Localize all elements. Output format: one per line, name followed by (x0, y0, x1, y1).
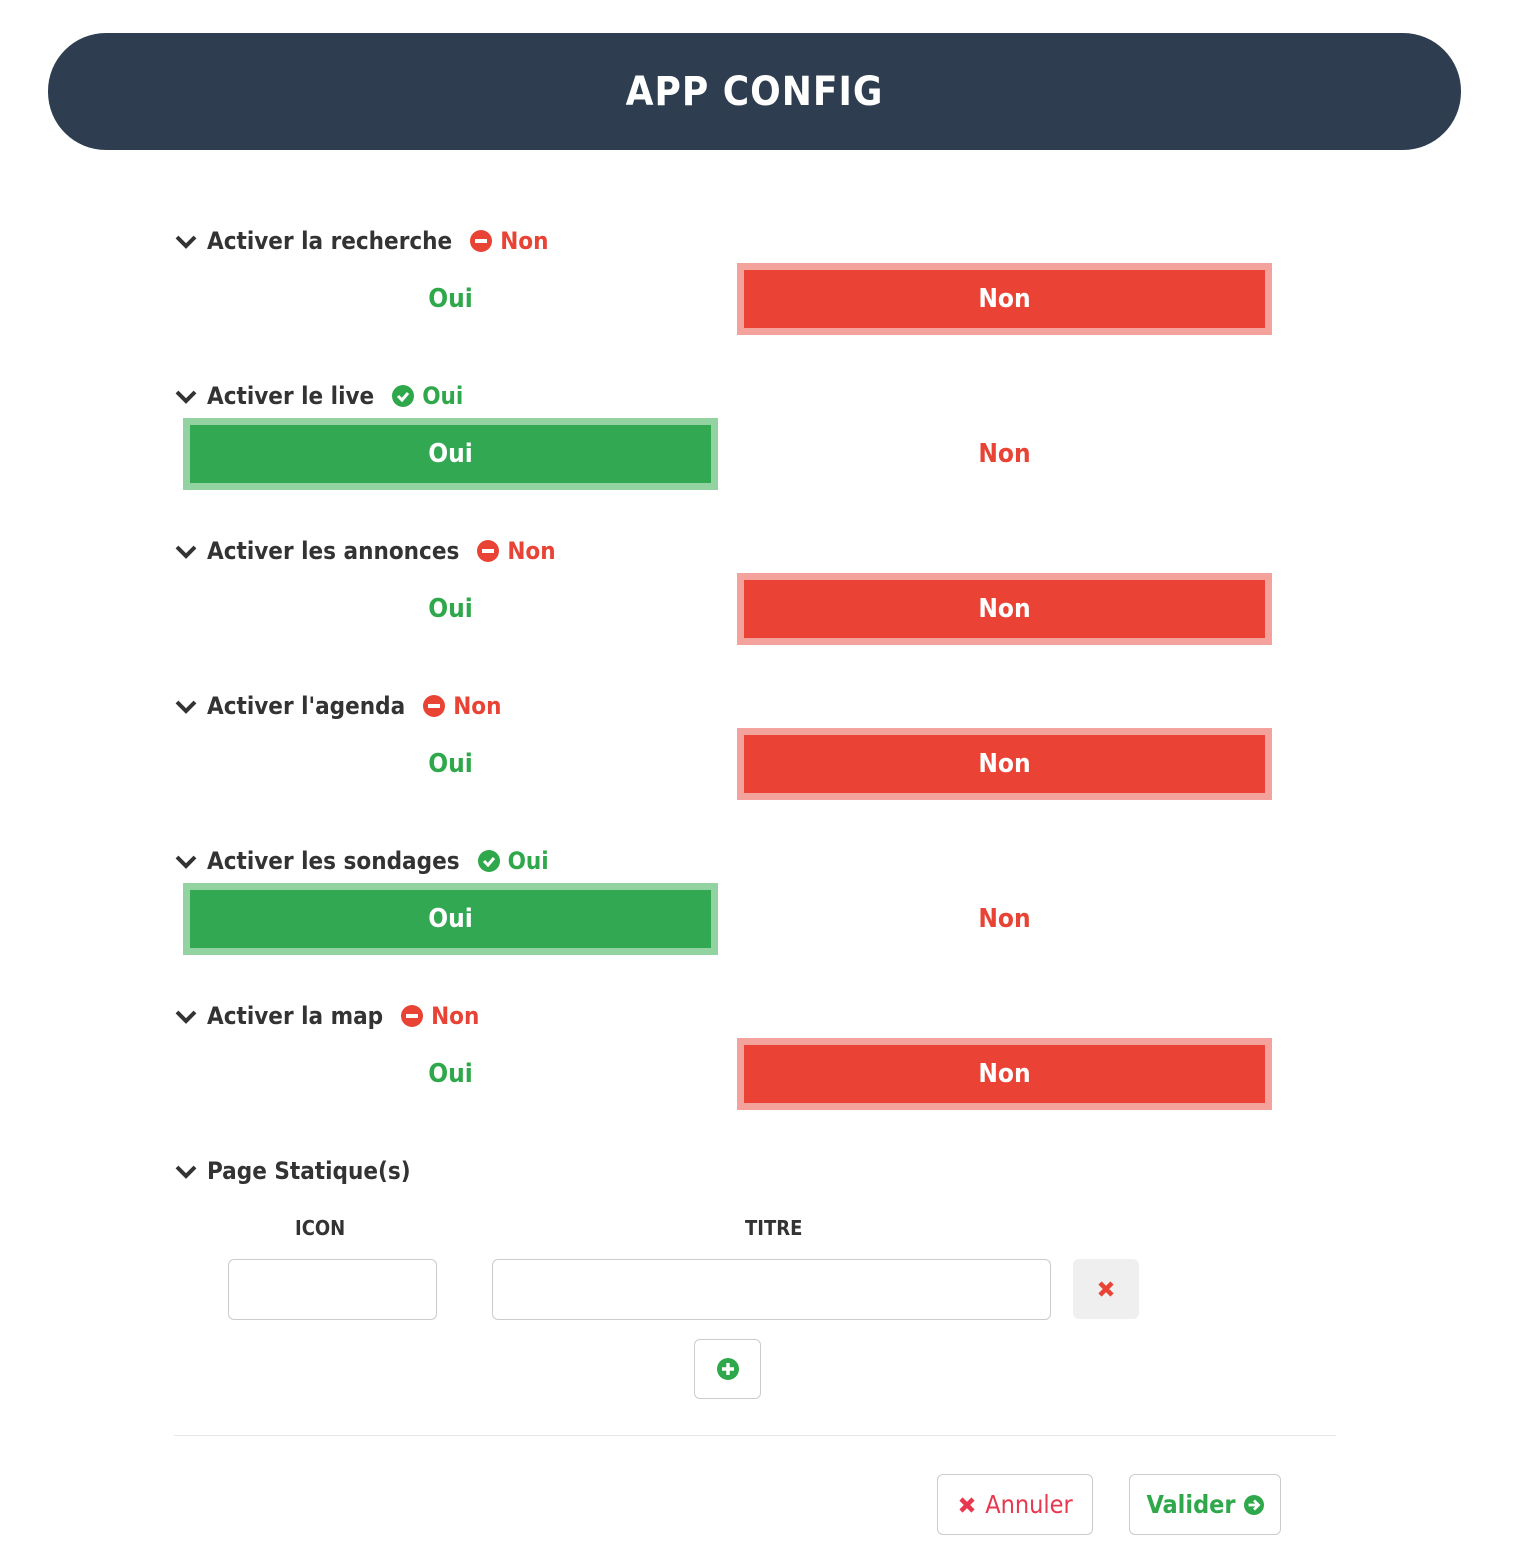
chevron-down-icon (175, 235, 197, 249)
section-header[interactable]: Activer les annonces Non (174, 536, 1284, 566)
option-non-button[interactable]: Non (737, 1038, 1272, 1110)
status-text: Oui (422, 382, 464, 410)
chevron-down-icon (175, 545, 197, 559)
titre-input[interactable] (492, 1259, 1051, 1320)
chevron-down-icon (175, 390, 197, 404)
section-header[interactable]: Page Statique(s) (174, 1156, 1284, 1186)
option-oui-button[interactable]: Oui (183, 418, 718, 490)
option-oui-button[interactable]: Oui (428, 1059, 473, 1089)
status-text: Oui (507, 847, 549, 875)
chevron-down-icon (175, 1010, 197, 1024)
check-circle-icon (477, 850, 500, 872)
section-label: Activer la recherche (207, 227, 453, 255)
toggle-group: Oui Non (183, 418, 1272, 490)
section-header[interactable]: Activer la recherche Non (174, 226, 1284, 256)
option-non-button[interactable]: Non (978, 439, 1031, 469)
cancel-label: Annuler (985, 1490, 1073, 1519)
option-non-button[interactable]: Non (737, 728, 1272, 800)
minus-circle-icon (423, 695, 446, 717)
section-header[interactable]: Activer l'agenda Non (174, 691, 1284, 721)
option-oui-button[interactable]: Oui (428, 749, 473, 779)
status-text: Non (431, 1002, 480, 1030)
arrow-circle-right-icon (1243, 1494, 1264, 1515)
column-header-icon: ICON (295, 1216, 346, 1240)
option-non-button[interactable]: Non (737, 263, 1272, 335)
status-text: Non (507, 537, 556, 565)
section-toggle: Activer les sondages Oui Oui Non (174, 846, 1284, 955)
section-toggle: Activer le live Oui Oui Non (174, 381, 1284, 490)
status-text: Non (500, 227, 549, 255)
chevron-down-icon (175, 700, 197, 714)
option-oui-button[interactable]: Oui (428, 594, 473, 624)
section-label: Activer l'agenda (207, 692, 406, 720)
section-label: Page Statique(s) (207, 1157, 411, 1185)
section-toggle: Activer les annonces Non Oui Non (174, 536, 1284, 645)
section-label: Activer la map (207, 1002, 384, 1030)
toggle-group: Oui Non (183, 728, 1272, 800)
status-badge: Non (401, 1002, 479, 1030)
icon-input[interactable] (228, 1259, 437, 1320)
status-badge: Oui (477, 847, 549, 875)
divider (174, 1435, 1336, 1436)
times-icon (1098, 1281, 1114, 1297)
option-non-button[interactable]: Non (737, 573, 1272, 645)
plus-circle-icon (716, 1358, 739, 1380)
page-title: APP CONFIG (625, 68, 884, 115)
app-header: APP CONFIG (48, 33, 1461, 150)
status-badge: Non (423, 692, 501, 720)
option-non-button[interactable]: Non (978, 904, 1031, 934)
section-toggle: Activer l'agenda Non Oui Non (174, 691, 1284, 800)
column-header-titre: TITRE (745, 1216, 803, 1240)
section-static-pages: Page Statique(s) (174, 1156, 1284, 1186)
add-row-button[interactable] (694, 1339, 761, 1399)
section-header[interactable]: Activer la map Non (174, 1001, 1284, 1031)
status-badge: Oui (392, 382, 463, 410)
minus-circle-icon (470, 230, 493, 252)
chevron-down-icon (175, 855, 197, 869)
section-label: Activer le live (207, 382, 375, 410)
section-label: Activer les sondages (207, 847, 460, 875)
times-icon (959, 1496, 975, 1513)
status-badge: Non (470, 227, 548, 255)
status-badge: Non (477, 537, 556, 565)
check-circle-icon (392, 385, 415, 407)
status-text: Non (453, 692, 502, 720)
cancel-button[interactable]: Annuler (937, 1474, 1093, 1535)
section-label: Activer les annonces (207, 537, 460, 565)
minus-circle-icon (477, 540, 500, 562)
delete-row-button[interactable] (1073, 1259, 1139, 1319)
minus-circle-icon (401, 1005, 424, 1027)
section-header[interactable]: Activer le live Oui (174, 381, 1284, 411)
submit-label: Valider (1146, 1490, 1236, 1519)
toggle-group: Oui Non (183, 1038, 1272, 1110)
section-header[interactable]: Activer les sondages Oui (174, 846, 1284, 876)
option-oui-button[interactable]: Oui (183, 883, 718, 955)
toggle-group: Oui Non (183, 573, 1272, 645)
section-toggle: Activer la recherche Non Oui Non (174, 226, 1284, 335)
toggle-group: Oui Non (183, 263, 1272, 335)
option-oui-button[interactable]: Oui (428, 284, 473, 314)
section-toggle: Activer la map Non Oui Non (174, 1001, 1284, 1110)
chevron-down-icon (175, 1165, 197, 1179)
submit-button[interactable]: Valider (1129, 1474, 1281, 1535)
toggle-group: Oui Non (183, 883, 1272, 955)
